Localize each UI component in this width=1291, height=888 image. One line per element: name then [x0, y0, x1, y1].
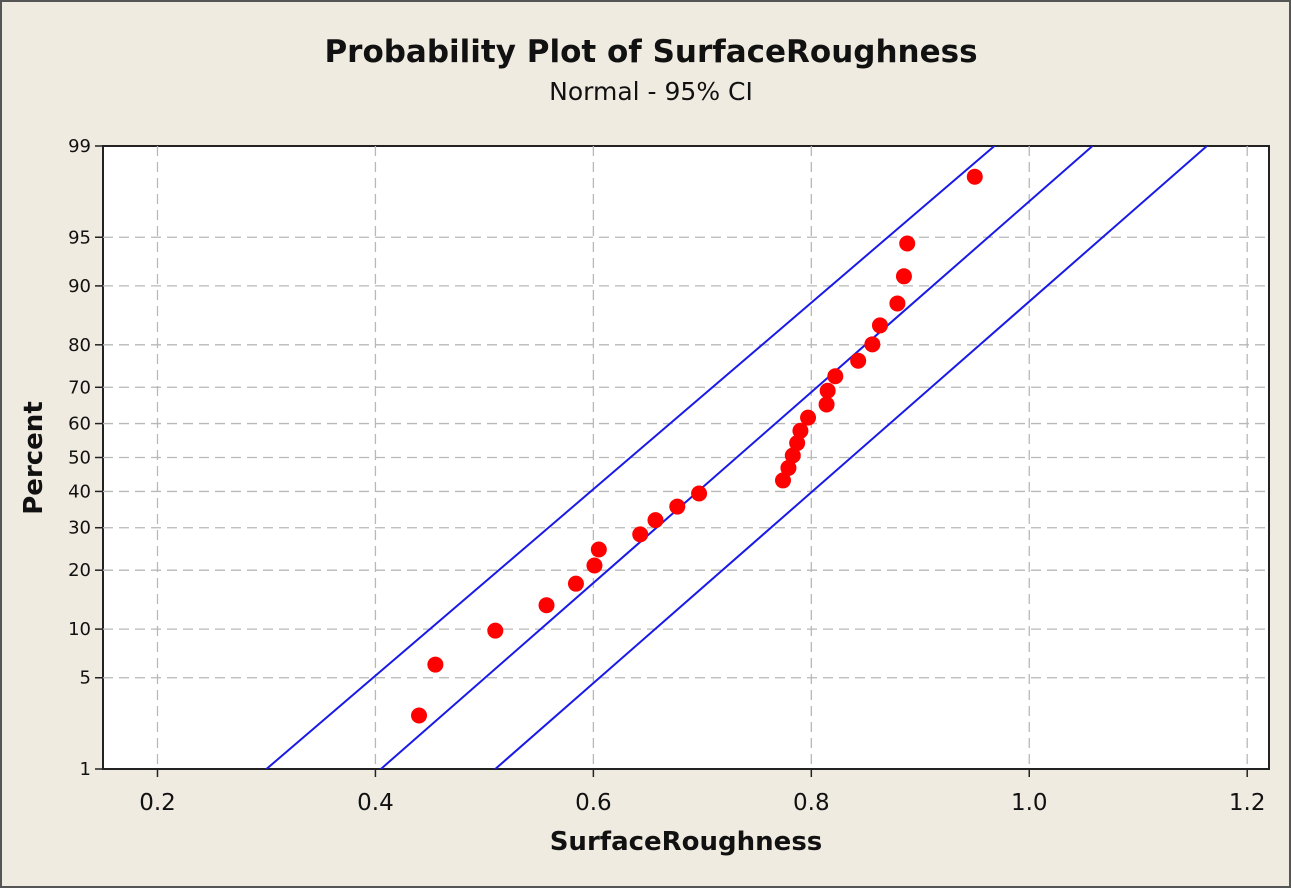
y-tick-label: 50: [68, 448, 91, 469]
data-point: [590, 541, 607, 558]
data-point: [819, 382, 836, 399]
data-point: [647, 512, 664, 529]
y-tick-label: 40: [68, 481, 91, 502]
data-point: [487, 622, 504, 639]
data-point: [895, 268, 912, 285]
y-tick-label: 30: [68, 518, 91, 539]
data-point: [800, 409, 817, 426]
data-points: [411, 168, 983, 724]
data-point: [818, 396, 835, 413]
ci-band-right: [493, 146, 1209, 769]
ci-band-left: [264, 146, 996, 769]
x-axis-ticks: 0.2 0.4 0.6 0.8 1.0 1.2: [139, 769, 1265, 816]
x-tick-label: 0.6: [575, 790, 612, 816]
x-tick-label: 1.0: [1011, 790, 1048, 816]
y-axis-label: Percent: [19, 401, 49, 515]
data-point: [774, 472, 791, 489]
data-point: [864, 336, 881, 353]
data-point: [871, 317, 888, 334]
y-tick-label: 70: [68, 377, 91, 398]
y-axis-ticks: 1 5 10 20 30 40 50 60 70 80 90 95 99: [68, 136, 103, 780]
x-tick-label: 1.2: [1229, 790, 1266, 816]
chart-title: Probability Plot of SurfaceRoughness: [324, 34, 977, 70]
x-tick-label: 0.8: [793, 790, 830, 816]
y-tick-label: 1: [80, 759, 91, 780]
fit-line: [379, 146, 1094, 769]
data-point: [586, 557, 603, 574]
data-point: [427, 656, 444, 673]
y-tick-label: 60: [68, 414, 91, 435]
data-point: [538, 597, 555, 614]
y-tick-label: 95: [68, 227, 91, 248]
data-point: [827, 368, 844, 385]
data-point: [632, 526, 649, 543]
y-tick-label: 20: [68, 560, 91, 581]
data-point: [669, 498, 686, 515]
data-point: [780, 459, 797, 476]
data-point: [691, 485, 708, 502]
chart-subtitle: Normal - 95% CI: [549, 77, 753, 106]
x-tick-label: 0.2: [139, 790, 176, 816]
y-tick-label: 80: [68, 335, 91, 356]
confidence-bands: [264, 146, 1209, 769]
y-tick-label: 10: [68, 619, 91, 640]
data-point: [789, 435, 806, 452]
x-axis-label: SurfaceRoughness: [550, 827, 823, 857]
data-point: [966, 168, 983, 185]
data-point: [899, 235, 916, 252]
x-tick-label: 0.4: [357, 790, 394, 816]
y-tick-label: 99: [68, 136, 91, 157]
y-tick-label: 5: [80, 668, 91, 689]
data-point: [784, 447, 801, 464]
data-point: [567, 575, 584, 592]
y-tick-label: 90: [68, 276, 91, 297]
data-point: [792, 422, 809, 439]
data-point: [411, 707, 428, 724]
grid-lines: [103, 146, 1269, 769]
data-point: [889, 295, 906, 312]
data-point: [850, 352, 867, 369]
